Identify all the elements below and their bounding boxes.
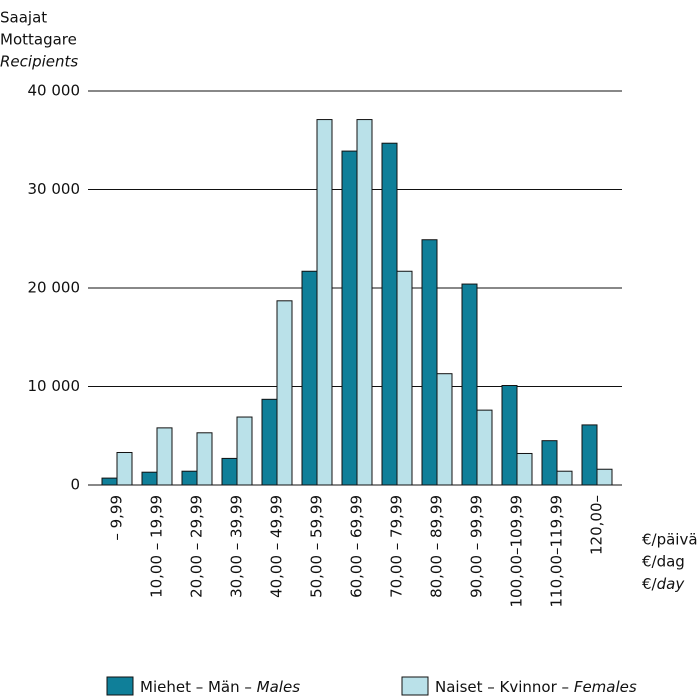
y-tick-label: 40 000: [28, 82, 81, 100]
bar: [196, 432, 213, 486]
legend-swatch: [401, 676, 429, 696]
y-axis-label: Saajat: [0, 9, 47, 27]
x-tick-label: 30,00 – 39,99: [228, 495, 246, 598]
x-tick-label: 110,00–119,99: [548, 495, 566, 607]
bar: [301, 270, 318, 486]
bar: [501, 385, 518, 486]
x-tick-label: 70,00 – 79,99: [388, 495, 406, 598]
bar: [276, 300, 293, 486]
bar: [316, 119, 333, 486]
bar: [116, 451, 133, 486]
legend-label: Naiset – Kvinnor – Females: [435, 678, 637, 696]
x-tick-label: 50,00 – 59,99: [308, 495, 326, 598]
x-tick-label: 120,00–: [588, 495, 606, 555]
bar: [381, 142, 398, 486]
y-tick-label: 30 000: [28, 180, 81, 198]
bar: [156, 427, 173, 486]
bar: [356, 119, 373, 486]
x-tick-label: 40,00 – 49,99: [268, 495, 286, 598]
x-tick-label: 60,00 – 69,99: [348, 495, 366, 598]
y-tick-label: 0: [70, 476, 80, 494]
bar: [516, 452, 533, 486]
bar: [261, 398, 278, 486]
bar: [396, 270, 413, 486]
bar: [556, 470, 573, 486]
bar: [221, 457, 238, 486]
x-tick-label: 80,00 – 89,99: [428, 495, 446, 598]
legend-label: Miehet – Män – Males: [140, 678, 300, 696]
bar: [541, 440, 558, 486]
y-axis-label: Recipients: [0, 53, 78, 71]
y-tick-label: 10 000: [28, 377, 81, 395]
x-tick-label: 90,00 – 99,99: [468, 495, 486, 598]
bar: [181, 470, 198, 486]
bar: [421, 239, 438, 486]
bar: [101, 477, 118, 486]
x-tick-label: 100,00–109,99: [508, 495, 526, 607]
y-tick-label: 20 000: [28, 279, 81, 297]
bar: [596, 468, 613, 486]
x-tick-label: – 9,99: [108, 495, 126, 541]
bar: [461, 283, 478, 486]
bar: [141, 471, 158, 486]
legend-swatch: [106, 676, 134, 696]
x-tick-label: 20,00 – 29,99: [188, 495, 206, 598]
bar: [476, 409, 493, 486]
bar: [436, 373, 453, 486]
x-unit-label: €/day: [642, 575, 685, 593]
x-unit-label: €/päivä: [642, 531, 698, 549]
bar: [236, 416, 253, 486]
bar: [341, 150, 358, 486]
x-unit-label: €/dag: [642, 553, 685, 571]
bar: [581, 424, 598, 486]
y-axis-label: Mottagare: [0, 31, 77, 49]
x-tick-label: 10,00 – 19,99: [148, 495, 166, 598]
